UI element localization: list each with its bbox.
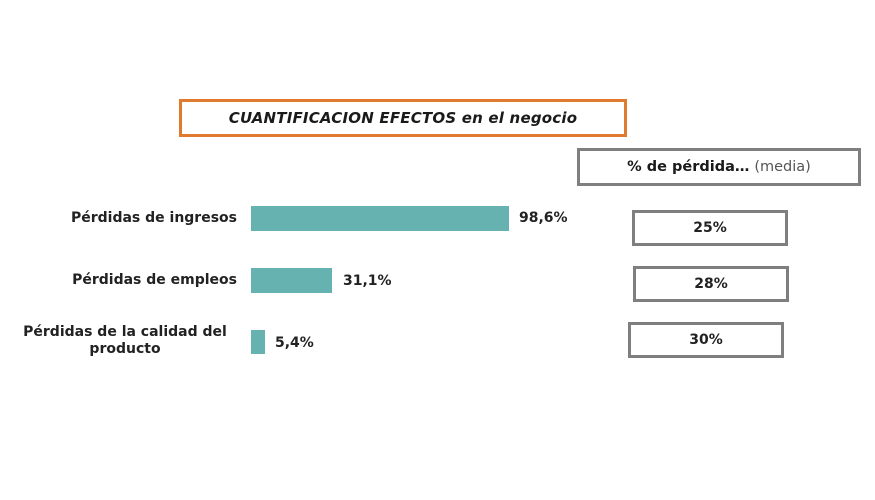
media-header-bold: % de pérdida… — [627, 159, 750, 175]
bar-calidad — [251, 330, 265, 354]
bar-empleos — [251, 268, 332, 293]
value-label-empleos: 31,1% — [343, 273, 392, 289]
chart-title: CUANTIFICACION EFECTOS en el negocio — [179, 99, 627, 137]
category-label-ingresos: Pérdidas de ingresos — [70, 210, 237, 226]
media-box-ingresos: 25% — [632, 210, 788, 246]
value-label-ingresos: 98,6% — [519, 210, 568, 226]
value-label-calidad: 5,4% — [275, 335, 314, 351]
bar-ingresos — [251, 206, 509, 231]
media-header: % de pérdida… (media) — [577, 148, 861, 186]
title-rest: en el negocio — [456, 109, 578, 127]
media-box-empleos: 28% — [633, 266, 789, 302]
media-box-calidad: 30% — [628, 322, 784, 358]
title-bold: CUANTIFICACION EFECTOS — [228, 109, 457, 127]
category-label-calidad: Pérdidas de la calidad del producto — [23, 324, 227, 357]
category-label-empleos: Pérdidas de empleos — [72, 272, 237, 288]
media-header-light: (media) — [754, 159, 811, 175]
